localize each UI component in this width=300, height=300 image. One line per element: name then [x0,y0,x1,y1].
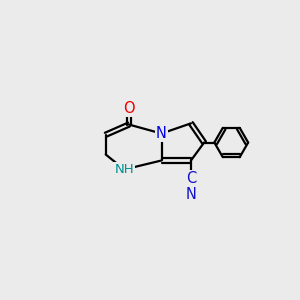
Text: N: N [156,126,167,141]
Text: NH: NH [115,163,134,176]
Text: O: O [123,101,135,116]
Text: C: C [186,171,196,186]
Text: N: N [185,187,197,202]
